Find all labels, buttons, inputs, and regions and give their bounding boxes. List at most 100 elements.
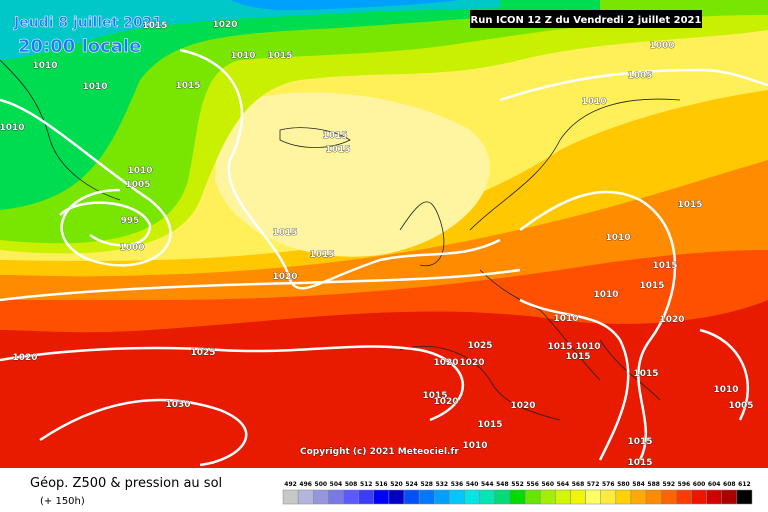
legend-swatch <box>388 489 405 505</box>
isobar-label: 1010 <box>575 342 600 352</box>
isobar-label: 1005 <box>125 180 150 190</box>
legend-label: 608 <box>723 481 736 488</box>
legend-swatch <box>343 489 359 505</box>
isobar-label: 1020 <box>459 358 484 368</box>
legend-label: 500 <box>315 481 328 488</box>
isobar-label: 1010 <box>230 51 255 61</box>
time: 20:00 locale <box>18 36 141 57</box>
legend-swatch <box>297 489 314 505</box>
footer-title: Géop. Z500 & pression au sol <box>30 476 222 491</box>
isobar-label: 1020 <box>212 20 237 30</box>
legend-label: 572 <box>587 481 600 488</box>
isobar-label: 1015 <box>639 281 664 291</box>
isobar-label: 1015 <box>325 145 350 155</box>
legend-swatch <box>645 489 662 505</box>
legend-label: 568 <box>572 481 585 488</box>
legend-swatch <box>539 489 556 505</box>
isobar-label: 1005 <box>728 401 753 411</box>
isobar-label: 1010 <box>581 97 606 107</box>
isobar-label: 1015 <box>477 420 502 430</box>
isobar-label: 995 <box>121 216 140 226</box>
legend-swatch <box>721 489 738 505</box>
isobar-label: 1010 <box>127 166 152 176</box>
legend-label: 504 <box>330 481 343 488</box>
legend-swatch <box>555 489 571 505</box>
isobar-label: 1000 <box>119 243 144 253</box>
isobar-label: 1020 <box>272 272 297 282</box>
isobar-label: 1015 <box>627 458 652 468</box>
legend-label: 508 <box>345 481 358 488</box>
legend-swatch <box>418 489 435 505</box>
legend-swatch <box>630 489 647 505</box>
isobar-label: 1010 <box>713 385 738 395</box>
copyright: Copyright (c) 2021 Meteociel.fr <box>300 447 459 457</box>
legend-label: 584 <box>632 481 645 488</box>
isobar-label: 1015 <box>267 51 292 61</box>
legend-swatch <box>706 489 722 505</box>
isobar-label: 1015 <box>627 437 652 447</box>
legend-label: 492 <box>284 481 297 488</box>
isobar-label: 1015 <box>142 21 167 31</box>
isobar-label: 1010 <box>0 123 25 133</box>
isobar-label: 1025 <box>467 341 492 351</box>
legend-label: 564 <box>557 481 570 488</box>
legend-swatch <box>600 489 617 505</box>
legend-label: 592 <box>663 481 676 488</box>
legend-swatch <box>585 489 601 505</box>
isobar-label: 1010 <box>605 233 630 243</box>
legend-label: 596 <box>678 481 691 488</box>
isobar-label: 1015 <box>652 261 677 271</box>
coastlines <box>0 59 681 421</box>
legend-swatch <box>509 489 526 505</box>
legend-swatch <box>676 489 692 505</box>
legend-label: 580 <box>617 481 630 488</box>
legend-swatch <box>328 489 344 505</box>
legend: 492 496 500 504 508 512 516 520 524 528 532 536 540 5… <box>282 481 753 505</box>
isobar-label: 1010 <box>32 61 57 71</box>
legend-label: 528 <box>420 481 433 488</box>
legend-swatch <box>434 489 450 505</box>
legend-swatch <box>736 489 753 505</box>
legend-label: 552 <box>511 481 524 488</box>
legend-swatch <box>494 489 511 505</box>
legend-label: 532 <box>436 481 449 488</box>
isobar-label: 1005 <box>627 71 652 81</box>
isobar-label: 1010 <box>462 441 487 451</box>
isobar-label: 1030 <box>165 400 190 410</box>
legend-label: 556 <box>526 481 539 488</box>
legend-swatch <box>373 489 390 505</box>
isobar-label: 1015 <box>547 342 572 352</box>
isobar-label: 1015 <box>175 81 200 91</box>
legend-swatch <box>403 489 420 505</box>
isobar-label: 1015 <box>272 228 297 238</box>
isobar-label: 1015 <box>677 200 702 210</box>
isobar-label: 1015 <box>309 250 334 260</box>
isobar-label: 1010 <box>82 82 107 92</box>
isobar-label: 1015 <box>422 391 447 401</box>
isobar-label: 1020 <box>433 358 458 368</box>
legend-label: 548 <box>496 481 509 488</box>
field <box>0 0 768 468</box>
isobars <box>0 48 768 467</box>
isobar-label: 1025 <box>190 348 215 358</box>
legend-label: 496 <box>299 481 312 488</box>
legend-swatch <box>524 489 541 505</box>
legend-label: 516 <box>375 481 388 488</box>
isobar-label: 1015 <box>565 352 590 362</box>
legend-swatch <box>479 489 496 505</box>
isobar-label: 1020 <box>433 397 458 407</box>
run-box <box>470 10 702 28</box>
run-info: Run ICON 12 Z du Vendredi 2 juillet 2021 <box>471 15 702 26</box>
isobar-label: 1000 <box>649 41 674 51</box>
isobar-label: 1020 <box>659 315 684 325</box>
legend-swatch <box>615 489 632 505</box>
legend-label: 588 <box>647 481 660 488</box>
legend-swatch <box>464 489 480 505</box>
legend-label: 524 <box>405 481 418 488</box>
legend-label: 612 <box>738 481 751 488</box>
legend-label: 520 <box>390 481 403 488</box>
footer-subtitle: (+ 150h) <box>40 496 85 507</box>
legend-label: 512 <box>360 481 373 488</box>
isobar-label: 1020 <box>12 353 37 363</box>
legend-swatch <box>449 489 465 505</box>
